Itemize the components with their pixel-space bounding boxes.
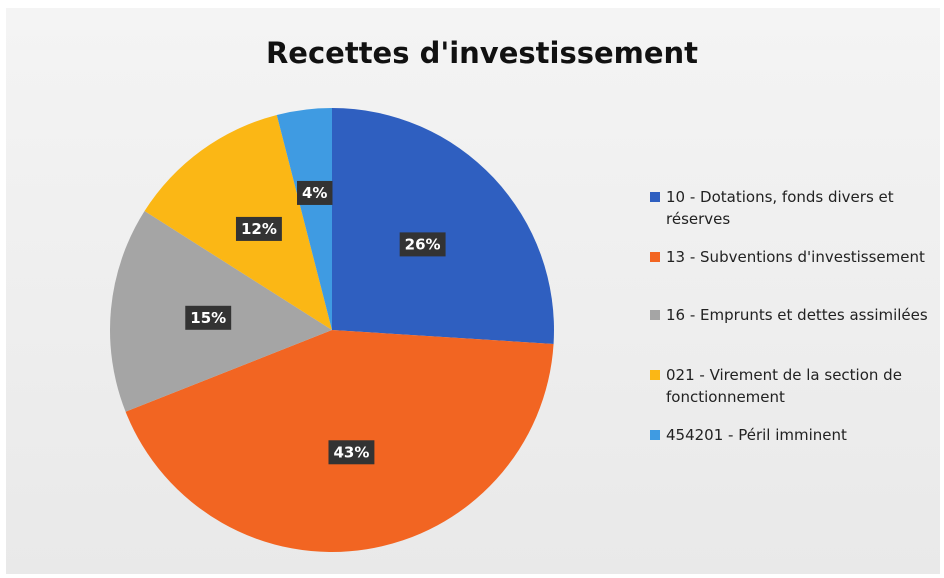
data-label: 4% [302, 184, 327, 202]
legend-label: 13 - Subventions d'investissement [666, 248, 925, 266]
legend-item: 13 - Subventions d'investissement [650, 246, 940, 268]
data-label-box [297, 180, 333, 205]
data-label: 15% [190, 309, 226, 327]
legend-swatch [650, 370, 660, 380]
legend-label: 454201 - Péril imminent [666, 426, 847, 444]
data-label: 26% [405, 235, 441, 253]
pie: 26% 43% 15% 12% 4% [110, 108, 554, 553]
legend-label: 16 - Emprunts et dettes assimilées [666, 306, 928, 324]
pie-slice [276, 108, 332, 330]
data-label: 43% [333, 443, 369, 461]
legend-swatch [650, 192, 660, 202]
legend-swatch [650, 430, 660, 440]
legend-item: 021 - Virement de la section de fonction… [650, 364, 940, 408]
legend-item: 454201 - Péril imminent [650, 424, 940, 446]
chart-title: Recettes d'investissement [266, 36, 698, 70]
legend-swatch [650, 310, 660, 320]
legend-swatch [650, 252, 660, 262]
legend-item: 16 - Emprunts et dettes assimilées [650, 304, 940, 326]
legend-item: 10 - Dotations, fonds divers et réserves [650, 186, 940, 230]
legend-label: 021 - Virement de la section de fonction… [666, 366, 902, 406]
pie-slice [332, 108, 554, 344]
data-label: 12% [241, 220, 277, 238]
data-label-box [235, 216, 282, 241]
data-label-box [328, 440, 375, 465]
legend-label: 10 - Dotations, fonds divers et réserves [666, 188, 894, 228]
data-label-box [399, 232, 446, 257]
data-label-box [185, 305, 232, 330]
